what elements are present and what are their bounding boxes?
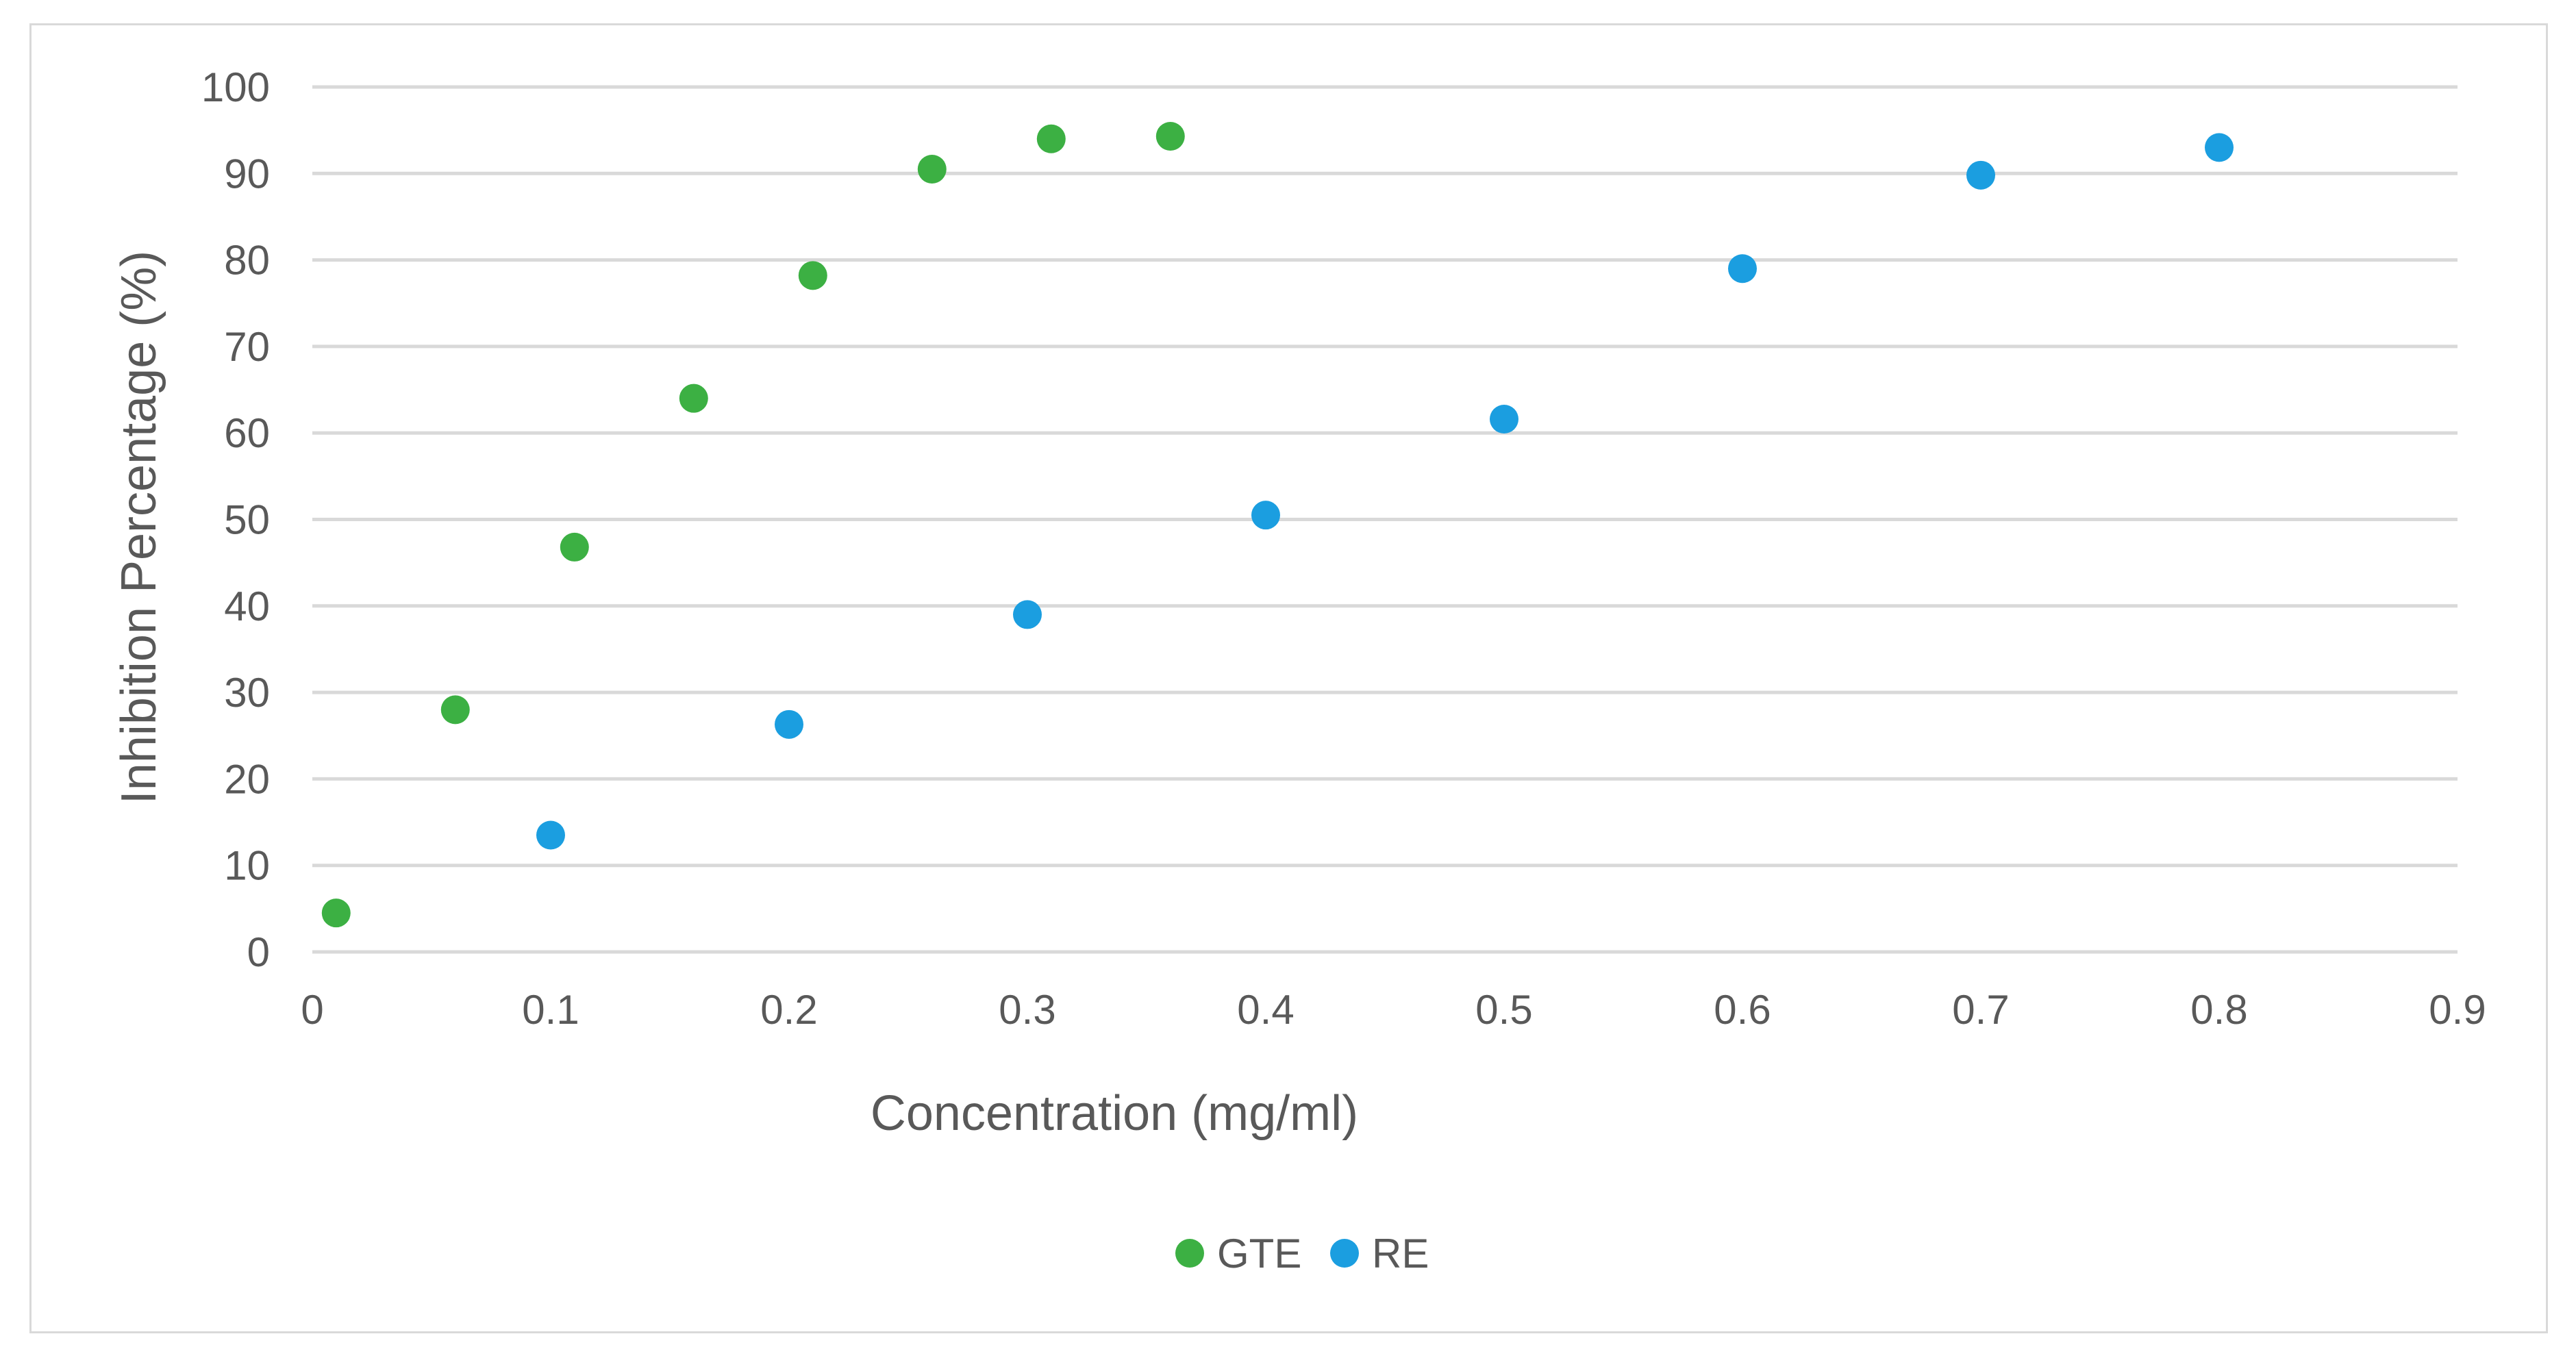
y-tick-label: 100	[201, 64, 270, 110]
x-tick-label: 0.9	[2429, 987, 2486, 1033]
x-tick-label: 0.6	[1714, 987, 1771, 1033]
point-gte-0	[321, 898, 351, 928]
chart-frame	[29, 23, 2548, 1333]
y-tick-label: 10	[224, 843, 270, 889]
y-tick-label: 50	[224, 497, 270, 543]
point-gte-6	[1036, 124, 1066, 153]
x-tick-label: 0.5	[1475, 987, 1532, 1033]
point-re-1	[775, 709, 803, 739]
legend: GTE RE	[1175, 1231, 1429, 1277]
x-tick-label: 0	[301, 987, 323, 1033]
gridlines	[312, 85, 2458, 954]
series-re	[536, 133, 2234, 850]
series-gte	[321, 121, 1185, 928]
y-tick-label: 40	[224, 583, 270, 629]
y-tick-label: 90	[224, 151, 270, 197]
point-gte-7	[1155, 121, 1185, 151]
y-axis-title: Inhibition Percentage (%)	[112, 251, 166, 804]
point-gte-5	[917, 154, 947, 184]
legend-label-re: RE	[1372, 1231, 1429, 1277]
x-tick-label: 0.4	[1237, 987, 1294, 1033]
y-tick-label: 60	[224, 410, 270, 456]
x-axis-title: Concentration (mg/ml)	[871, 1086, 1358, 1141]
x-axis-ticks: 0 0.1 0.2 0.3 0.4 0.5 0.6 0.7 0.8 0.9	[301, 987, 2486, 1033]
y-tick-label: 80	[224, 238, 270, 284]
y-axis-ticks: 0 10 20 30 40 50 60 70 80 90 100	[201, 64, 270, 975]
legend-marker-gte	[1175, 1239, 1204, 1268]
y-tick-label: 30	[224, 670, 270, 716]
point-re-3	[1251, 501, 1280, 530]
point-gte-2	[560, 532, 589, 562]
point-re-4	[1490, 404, 1518, 433]
x-tick-label: 0.3	[999, 987, 1055, 1033]
x-tick-label: 0.8	[2190, 987, 2247, 1033]
y-tick-label: 70	[224, 324, 270, 370]
point-re-2	[1013, 600, 1042, 629]
data-points	[321, 121, 2234, 928]
point-gte-1	[440, 695, 470, 725]
point-gte-4	[798, 261, 827, 290]
y-tick-label: 20	[224, 756, 270, 802]
legend-marker-re	[1330, 1239, 1359, 1268]
x-tick-label: 0.7	[1952, 987, 2009, 1033]
point-re-7	[2205, 133, 2234, 162]
legend-label-gte: GTE	[1217, 1231, 1301, 1277]
point-re-5	[1728, 254, 1757, 284]
x-tick-label: 0.2	[760, 987, 817, 1033]
x-tick-label: 0.1	[522, 987, 579, 1033]
point-gte-3	[679, 383, 708, 413]
point-re-6	[1966, 160, 1995, 190]
y-tick-label: 0	[247, 929, 270, 975]
point-re-0	[536, 820, 565, 850]
